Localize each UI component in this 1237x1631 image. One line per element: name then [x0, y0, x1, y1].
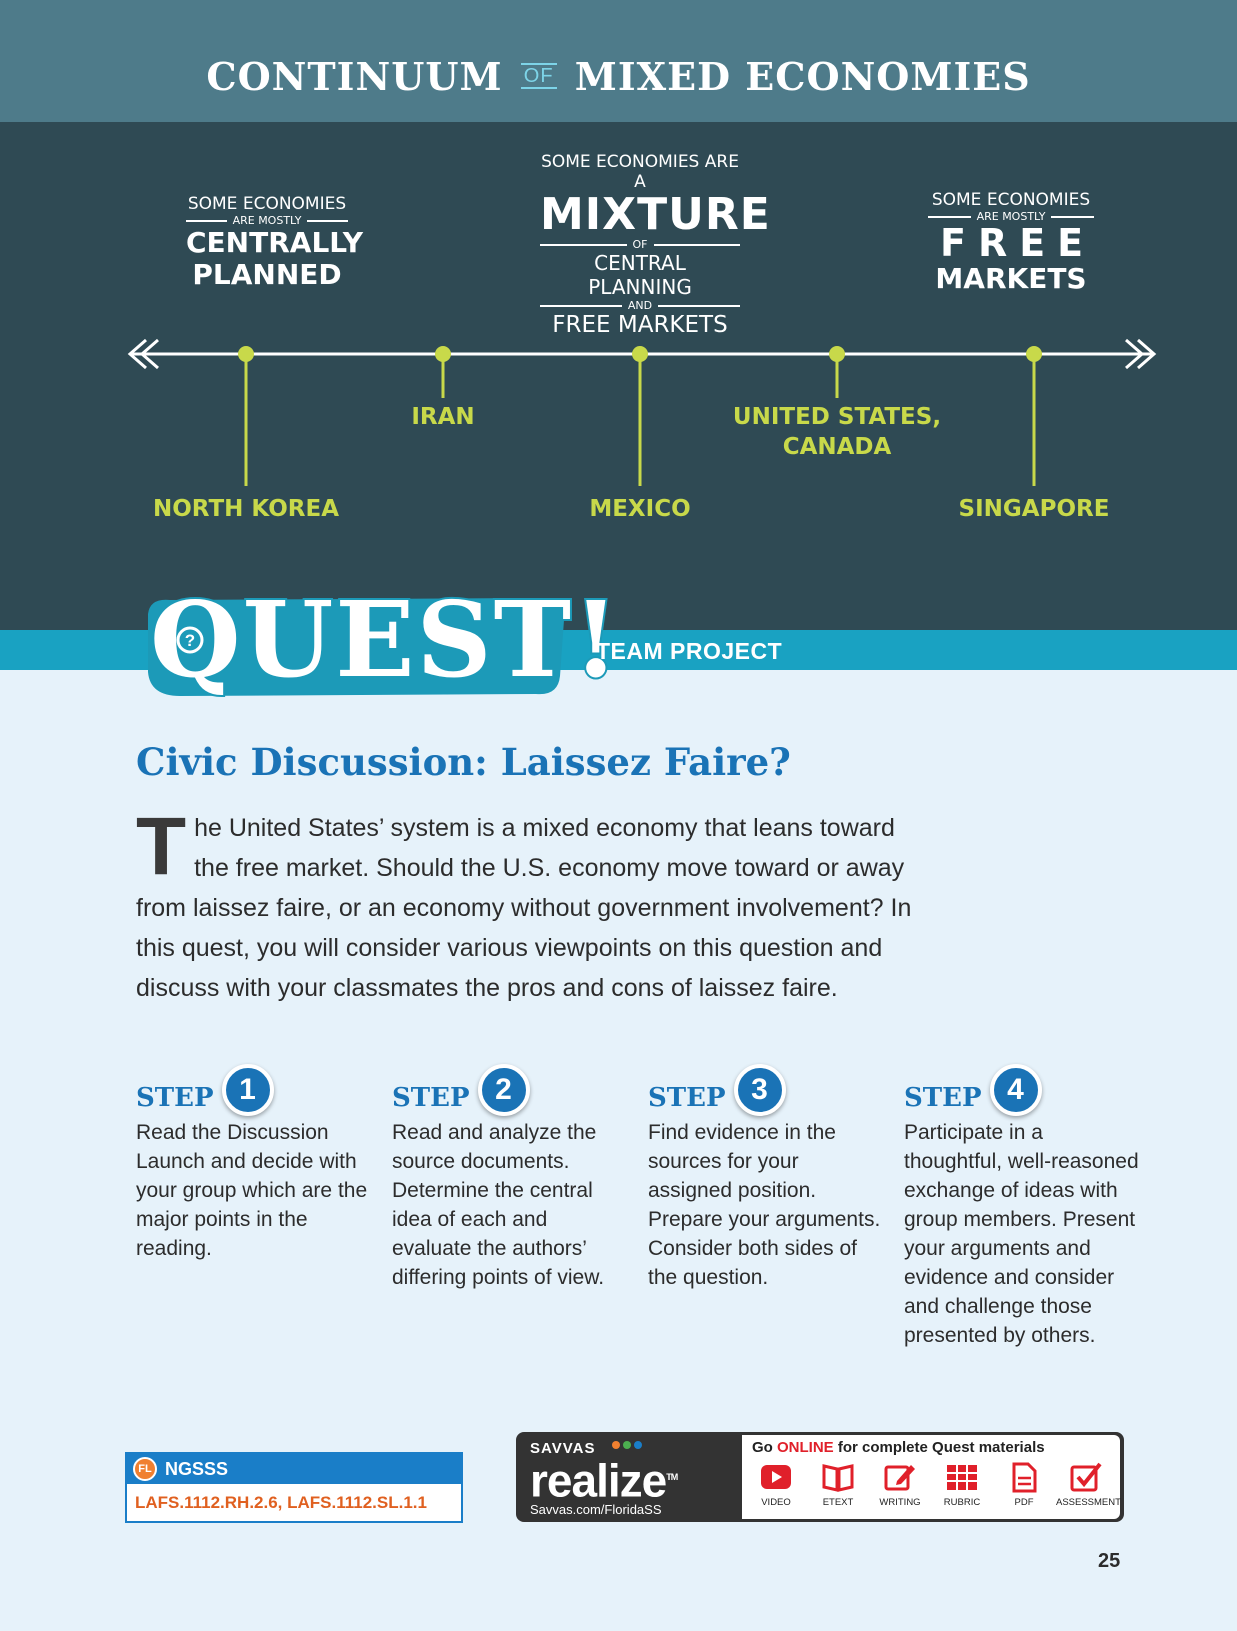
savvas-realize-box[interactable]: SAVVAS realizeTM Savvas.com/FloridaSS Go… [516, 1432, 1124, 1522]
tick-singapore [1026, 346, 1042, 362]
logo-dots-icon [612, 1441, 642, 1449]
quest-materials-panel: Go ONLINE for complete Quest materials V… [742, 1435, 1121, 1519]
quest-badge-shape [148, 598, 564, 696]
team-project-label: TEAM PROJECT [596, 638, 783, 664]
magnifier-icon: ? [176, 626, 204, 654]
drop-cap: T [136, 801, 187, 892]
tick-iran [435, 346, 451, 362]
country-us-canada: UNITED STATES, CANADA [732, 404, 942, 460]
writing-icon [884, 1465, 915, 1491]
realize-logo: SAVVAS realizeTM Savvas.com/FloridaSS [530, 1440, 750, 1517]
rubric-icon [947, 1465, 977, 1490]
quest-logo: QUEST! [148, 578, 621, 702]
section-title: Civic Discussion: Laissez Faire? [136, 740, 791, 784]
tick-north-korea [238, 346, 254, 362]
country-north-korea: NORTH KOREA [153, 496, 339, 522]
step-3: STEP 3 Find evidence in the sources for … [648, 1062, 888, 1292]
category-free-markets: SOME ECONOMIES ARE MOSTLY FREE MARKETS [928, 190, 1094, 295]
country-mexico: MEXICO [589, 496, 691, 522]
category-centrally-planned: SOME ECONOMIES ARE MOSTLY CENTRALLY PLAN… [186, 194, 364, 291]
title-band [0, 0, 1237, 122]
step-4: STEP 4 Participate in a thoughtful, well… [904, 1062, 1144, 1350]
florida-badge: FL [133, 1457, 157, 1481]
video-icon [761, 1465, 791, 1489]
pdf-resource[interactable]: PDF [994, 1461, 1054, 1508]
country-iran: IRAN [411, 404, 475, 430]
standards-codes: LAFS.1112.RH.2.6, LAFS.1112.SL.1.1 [135, 1493, 427, 1512]
title-of: OF [520, 63, 557, 89]
step-1: STEP 1 Read the Discussion Launch and de… [136, 1062, 376, 1263]
step-2: STEP 2 Read and analyze the source docum… [392, 1062, 632, 1292]
page-title: CONTINUUM OF MIXED ECONOMIES [0, 52, 1237, 101]
continuum-line [127, 338, 1157, 486]
title-part-1: CONTINUUM [206, 54, 503, 99]
rubric-resource[interactable]: RUBRIC [932, 1461, 992, 1508]
tick-us-canada [829, 346, 845, 362]
ngsss-label: NGSSS [165, 1458, 229, 1479]
etext-icon [822, 1464, 854, 1492]
video-resource[interactable]: VIDEO [746, 1461, 806, 1508]
step-number-badge: 4 [989, 1064, 1042, 1116]
country-singapore: SINGAPORE [958, 496, 1110, 522]
pdf-icon [1012, 1462, 1037, 1493]
svg-text:?: ? [185, 631, 195, 650]
title-part-2: MIXED ECONOMIES [574, 54, 1031, 99]
etext-resource[interactable]: ETEXT [808, 1461, 868, 1508]
step-number-badge: 3 [733, 1064, 786, 1116]
continuum-panel: SOME ECONOMIES ARE MOSTLY CENTRALLY PLAN… [0, 122, 1237, 630]
step-number-badge: 2 [477, 1064, 530, 1116]
step-number-badge: 1 [221, 1064, 274, 1116]
assessment-resource[interactable]: ASSESSMENT [1056, 1461, 1121, 1508]
realize-url[interactable]: Savvas.com/FloridaSS [530, 1502, 662, 1518]
page-number: 25 [1098, 1550, 1121, 1572]
writing-resource[interactable]: WRITING [870, 1461, 930, 1508]
assessment-icon [1070, 1462, 1102, 1492]
tick-mexico [632, 346, 648, 362]
go-online-text: Go ONLINE for complete Quest materials [752, 1439, 1045, 1456]
ngsss-standards-box: FL NGSSS LAFS.1112.RH.2.6, LAFS.1112.SL.… [125, 1452, 463, 1523]
category-mixture: SOME ECONOMIES ARE A MIXTURE OF CENTRAL … [540, 152, 771, 338]
